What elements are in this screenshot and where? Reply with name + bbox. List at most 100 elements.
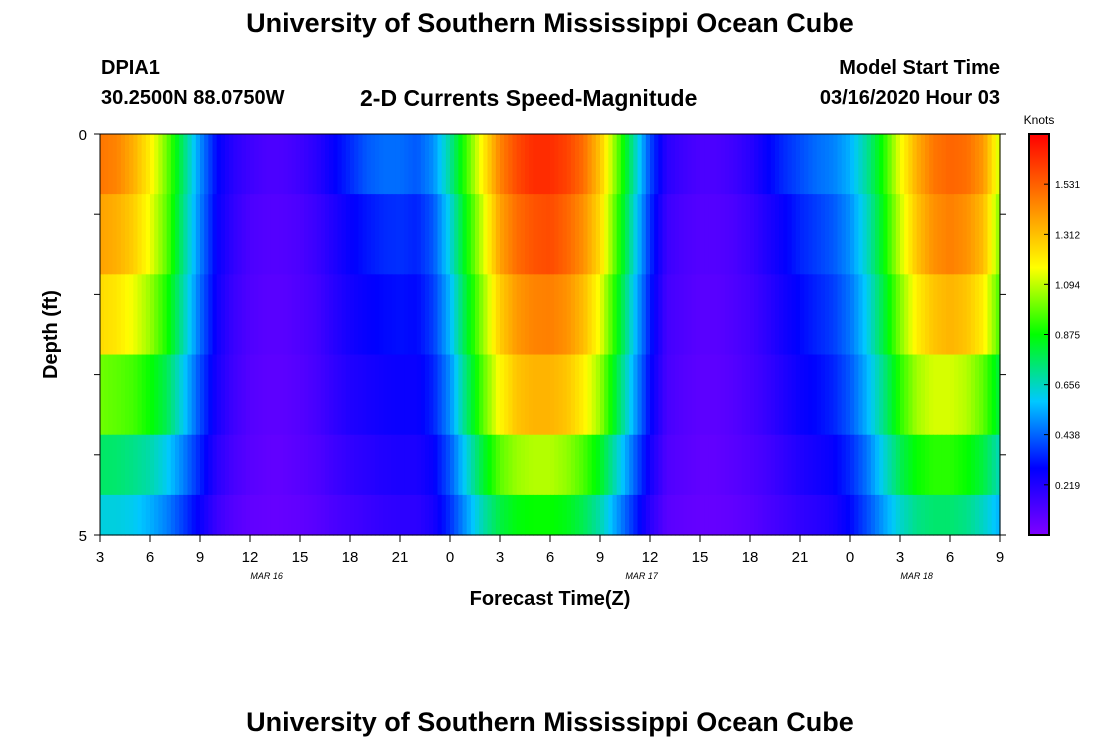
heat-cell [220,134,226,195]
heat-cell [725,134,730,195]
heat-cell [850,274,855,356]
heat-cell [891,134,897,195]
heat-cell [508,194,514,275]
heat-cell [895,434,901,496]
heat-cell [262,434,268,496]
heat-cell [262,194,268,275]
heat-cell [708,274,714,356]
heat-cell [487,274,493,356]
heat-cell [654,354,659,436]
heat-cell [987,194,993,275]
heat-cell [537,194,543,275]
heat-cell [758,434,764,496]
heat-cell [120,494,126,536]
heat-cell [941,434,947,496]
heat-cell [195,274,201,356]
heat-cell [141,434,147,496]
heat-cell [470,194,476,275]
heat-cell [479,434,484,496]
heat-cell [633,274,639,356]
heat-cell [379,274,384,356]
heat-cell [237,434,243,496]
heat-cell [325,434,330,496]
heat-cell [829,134,834,195]
heat-cell [520,134,526,195]
heat-cell [537,354,543,436]
heat-cell [412,134,418,195]
heat-cell [562,354,568,436]
heat-cell [995,274,1001,356]
heat-cell [837,134,843,195]
heat-cell [187,194,193,275]
heat-cell [695,274,701,356]
heat-cell [695,494,701,536]
heat-cell [512,274,518,356]
heat-cell [183,194,189,275]
heat-cell [850,354,855,436]
heat-cell [845,134,851,195]
heat-cell [895,134,901,195]
heat-cell [395,134,401,195]
heat-cell [779,434,784,496]
heat-cell [479,134,484,195]
heat-cell [308,274,314,356]
heat-cell [612,354,618,436]
heat-cell [791,354,797,436]
heat-cell [329,434,334,496]
heat-cell [550,354,555,436]
heat-cell [241,434,247,496]
heat-cell [404,494,409,536]
heat-cell [470,134,476,195]
heat-cell [283,194,289,275]
heat-cell [579,274,584,356]
heat-cell [608,274,614,356]
heat-cell [125,354,130,436]
heat-cell [154,274,159,356]
heat-cell [229,134,234,195]
heat-cell [241,194,247,275]
heat-cell [470,494,476,536]
heat-cell [416,194,422,275]
heat-cell [670,134,676,195]
heat-cell [250,274,255,356]
heat-cell [875,494,880,536]
model-start-label: Model Start Time [839,57,1000,79]
heat-cell [758,274,764,356]
heat-cell [516,494,522,536]
heat-cell [141,134,147,195]
heat-cell [141,354,147,436]
heat-cell [408,494,414,536]
heat-cell [908,434,914,496]
date-label: MAR 18 [900,571,933,581]
heat-cell [933,494,939,536]
heat-cell [554,434,559,496]
heat-cell [562,494,568,536]
heat-cell [837,194,843,275]
heat-cell [300,354,305,436]
heat-cell [750,494,755,536]
heat-cell [883,194,889,275]
heat-cell [966,194,972,275]
heat-cell [225,354,230,436]
heat-cell [625,434,630,496]
heat-cell [729,354,734,436]
heat-cell [833,274,839,356]
heat-cell [133,354,139,436]
heat-cell [345,134,351,195]
heat-cell [283,434,289,496]
heat-cell [512,434,518,496]
heat-cell [900,194,905,275]
heat-cell [862,354,868,436]
heat-cell [829,354,834,436]
heat-cell [812,494,818,536]
heat-cell [154,434,159,496]
heat-cell [387,434,393,496]
heat-cell [866,134,872,195]
heat-cell [937,194,943,275]
heat-cell [783,354,789,436]
heat-cell [170,274,176,356]
heat-cell [579,494,584,536]
heat-cell [529,354,534,436]
heat-cell [200,494,205,536]
heat-cell [770,194,776,275]
